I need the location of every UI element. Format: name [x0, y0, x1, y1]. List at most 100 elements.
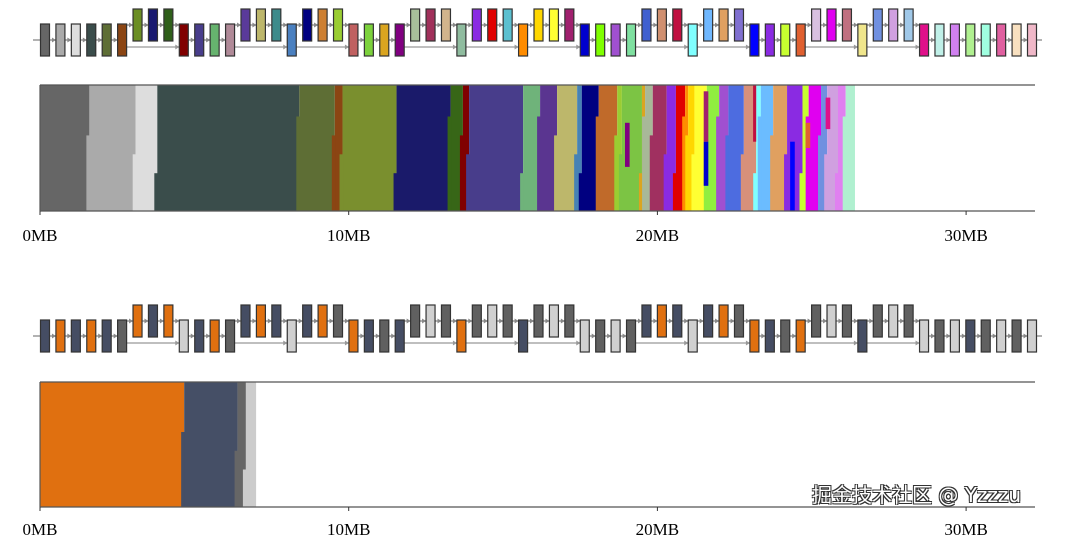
layer-box	[903, 8, 914, 42]
layer-box	[703, 8, 714, 42]
arrowhead	[514, 44, 519, 50]
memory-block-step	[818, 135, 822, 211]
arrowhead	[684, 22, 689, 28]
layer-box	[564, 304, 575, 338]
memory-block	[184, 382, 238, 507]
layer-box	[672, 304, 683, 338]
layer-box	[610, 319, 621, 353]
arrowhead	[946, 333, 951, 339]
memory-block	[728, 85, 744, 211]
arrowhead	[252, 22, 257, 28]
layer-box	[363, 23, 374, 57]
memory-block-step	[642, 116, 646, 211]
arrowhead	[375, 37, 380, 43]
arrowhead	[869, 22, 874, 28]
arrowhead	[298, 22, 303, 28]
layer-box	[810, 8, 822, 42]
memory-block	[40, 85, 90, 211]
memory-block-step	[447, 116, 452, 211]
layer-box	[517, 319, 529, 353]
layer-box	[363, 319, 374, 353]
arrowhead	[900, 318, 905, 324]
arrowhead	[823, 318, 828, 324]
arrowhead	[838, 318, 843, 324]
layer-box	[471, 8, 482, 42]
layer-box	[86, 23, 97, 57]
layer-box	[194, 23, 205, 57]
layer-box	[548, 304, 560, 338]
memory-block-step	[86, 135, 90, 211]
layer-box	[795, 23, 806, 57]
arrowhead	[745, 44, 750, 50]
arrowhead	[622, 333, 627, 339]
memory-block	[827, 85, 838, 211]
layer-box	[163, 304, 174, 338]
layer-box	[733, 304, 745, 338]
layer-box	[348, 23, 359, 57]
layer-box	[579, 23, 590, 57]
arrowhead	[236, 22, 241, 28]
arrowhead	[699, 22, 704, 28]
memory-strip	[624, 122, 630, 167]
layer-box	[841, 8, 853, 42]
layer-box	[656, 8, 667, 42]
memory-block-step	[339, 154, 344, 211]
arrowhead	[792, 333, 797, 339]
arrowhead	[930, 37, 935, 43]
layer-box	[55, 23, 66, 57]
layer-box	[332, 304, 344, 338]
arrowhead	[283, 340, 288, 346]
arrowhead	[930, 333, 935, 339]
arrowhead	[530, 22, 534, 28]
memory-block	[617, 85, 622, 211]
arrowhead	[206, 333, 211, 339]
layer-box	[872, 8, 883, 42]
memory-block-step	[663, 154, 668, 211]
layer-box	[672, 8, 683, 42]
memory-block-step	[770, 135, 774, 211]
memory-block-step	[784, 154, 788, 211]
memory-block	[157, 85, 300, 211]
layer-box	[502, 304, 513, 338]
layer-box	[595, 23, 606, 57]
arrowhead	[314, 22, 319, 28]
arrowhead	[622, 37, 627, 43]
layer-box	[456, 23, 467, 57]
arrowhead	[838, 22, 843, 28]
memory-block	[40, 382, 185, 507]
arrowhead	[576, 340, 581, 346]
layer-box	[132, 8, 143, 42]
axis-tick-label: 10MB	[326, 520, 371, 539]
layer-box	[980, 23, 991, 57]
layer-box	[271, 304, 282, 338]
layer-box	[286, 319, 297, 353]
layer-box	[780, 23, 791, 57]
memory-block	[694, 85, 707, 211]
arrowhead	[391, 37, 396, 43]
arrowhead	[684, 318, 689, 324]
memory-block	[89, 85, 136, 211]
layer-box	[996, 23, 1007, 57]
memory-block-step	[740, 154, 745, 211]
layer-box	[224, 319, 236, 353]
axis-tick-label: 20MB	[635, 226, 680, 245]
arrowhead	[1023, 37, 1028, 43]
arrowhead	[144, 22, 149, 28]
layer-box	[965, 319, 976, 353]
arrowhead	[668, 318, 673, 324]
memory-block	[652, 85, 667, 211]
arrowhead	[283, 44, 288, 50]
memory-block	[462, 85, 470, 211]
layer-box	[394, 319, 405, 353]
layer-box	[178, 23, 189, 57]
layer-box	[687, 319, 698, 353]
layer-box	[209, 23, 220, 57]
memory-block-step	[672, 173, 677, 211]
arrowhead	[483, 318, 488, 324]
arrowhead	[437, 318, 442, 324]
memory-block-step	[649, 135, 654, 211]
layer-box	[918, 319, 930, 353]
layer-box	[795, 319, 806, 353]
layer-box	[749, 23, 760, 57]
layer-box	[888, 8, 899, 42]
